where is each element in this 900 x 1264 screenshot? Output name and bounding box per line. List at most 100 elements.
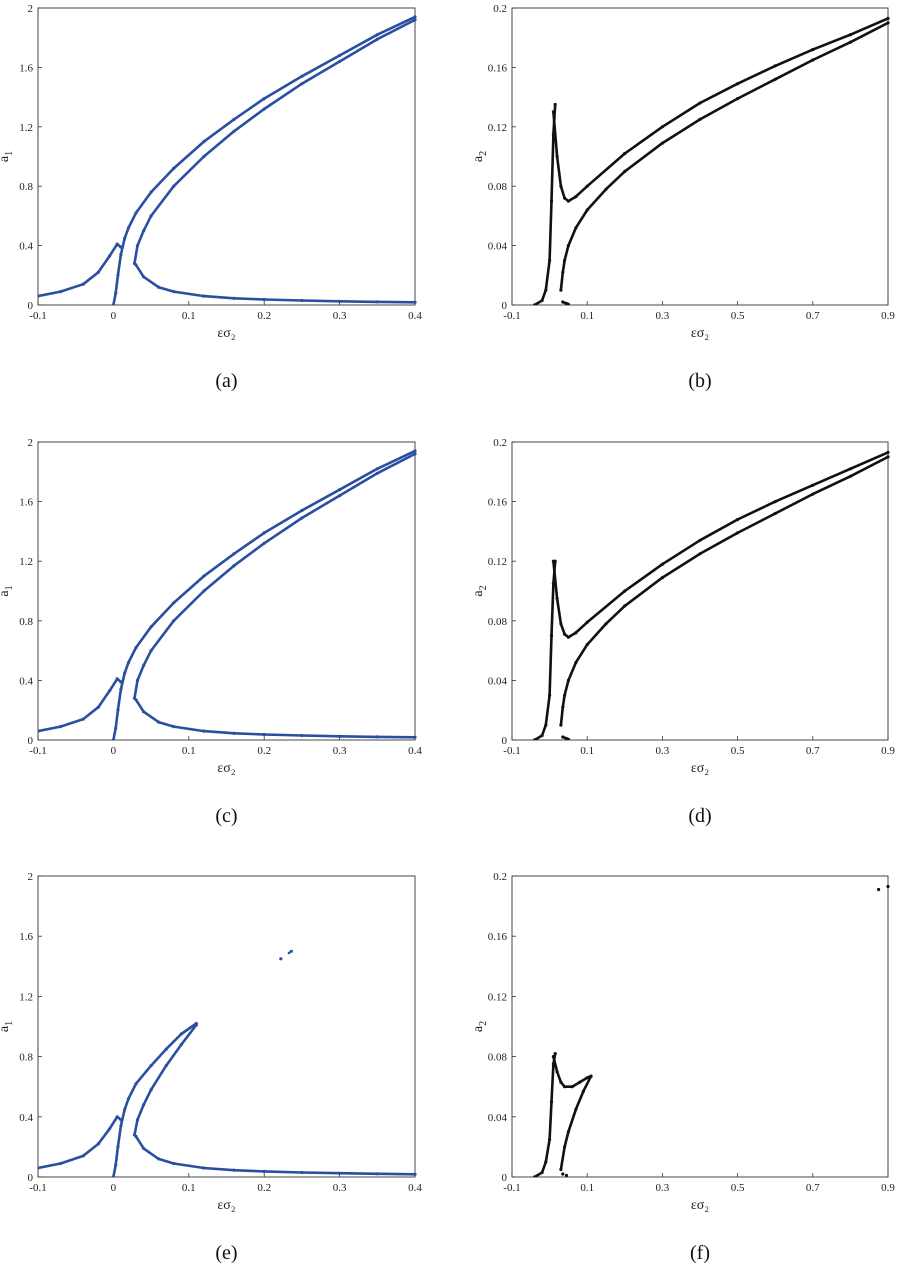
data-point (555, 154, 559, 159)
data-point (172, 619, 176, 623)
y-tick-label: 0.16 (488, 497, 508, 509)
data-point (179, 1032, 183, 1036)
data-point (563, 196, 567, 200)
plot-frame (37, 7, 416, 306)
x-tick-label: 0.1 (580, 745, 594, 757)
data-point (338, 53, 342, 58)
data-point (544, 723, 548, 727)
y-tick-label: 1.2 (19, 122, 33, 134)
x-tick-label: 0.3 (333, 1182, 347, 1194)
plot-frame (511, 441, 889, 741)
data-point (262, 297, 266, 302)
data-point (848, 33, 853, 37)
data-point (202, 140, 206, 144)
y-tick-label: 2 (28, 3, 34, 15)
data-point (544, 288, 548, 292)
data-point (262, 732, 266, 737)
data-series-2 (559, 1074, 593, 1171)
data-point (116, 1145, 120, 1149)
data-point (736, 82, 740, 86)
data-point (559, 1167, 563, 1172)
y-tick-label: 1.6 (19, 497, 33, 509)
y-axis-label-subscript: 2 (478, 1021, 489, 1026)
data-point (574, 1107, 578, 1111)
x-tick-label: 0.5 (731, 1182, 745, 1194)
data-point (413, 735, 417, 739)
data-point (338, 734, 342, 738)
y-axis-label: a2 (471, 585, 489, 596)
y-tick-label: 1.2 (19, 991, 33, 1003)
panel-label: (f) (690, 1242, 710, 1264)
data-point (566, 737, 570, 740)
data-point (559, 723, 563, 727)
data-point (134, 646, 138, 650)
y-tick-label: 0 (502, 1172, 508, 1184)
data-point (848, 467, 853, 471)
y-tick-label: 0.12 (488, 122, 507, 134)
data-point (660, 125, 665, 129)
data-point (848, 40, 853, 44)
data-point (135, 678, 140, 683)
data-point (202, 589, 206, 593)
data-point (570, 1085, 574, 1089)
y-axis-label: a2 (471, 151, 489, 162)
y-tick-label: 2 (28, 871, 34, 883)
y-tick-label: 0.4 (19, 1112, 33, 1124)
data-series-0 (38, 1115, 123, 1170)
y-axis-label: a1 (0, 151, 15, 162)
data-point (559, 184, 563, 188)
series-group (533, 16, 890, 305)
x-tick-label: 0.3 (656, 745, 670, 757)
y-tick-label: 0 (28, 300, 34, 312)
data-point (142, 710, 146, 714)
x-tick-label: 0.9 (881, 310, 895, 322)
data-series-2 (133, 18, 417, 265)
y-tick-label: 0.8 (19, 616, 33, 628)
series-group (533, 884, 890, 1177)
data-point (540, 1170, 544, 1175)
data-point (563, 1145, 567, 1149)
data-point (574, 195, 578, 199)
data-series-0 (533, 559, 557, 740)
data-point (773, 511, 777, 516)
data-point (126, 226, 131, 230)
plot-frame (37, 441, 416, 741)
data-point (563, 632, 567, 636)
y-tick-label: 0.12 (488, 556, 507, 568)
data-point (289, 949, 293, 953)
x-axis-label: εσ₂ (217, 761, 235, 776)
y-axis-label-main: a (0, 1025, 12, 1032)
data-point (375, 471, 379, 475)
data-point (413, 15, 417, 19)
x-tick-label: 0.2 (257, 310, 271, 322)
data-point (886, 455, 890, 459)
data-point (773, 77, 777, 81)
y-tick-label: 0.4 (19, 675, 33, 687)
data-point (115, 677, 119, 681)
data-point (202, 574, 206, 578)
data-point (172, 184, 176, 188)
chart-panel-d: -0.1 0.1 0.3 0.5 0.7 0.9 0 0.04 0.08 0.12 0.16 0.2 ε… (471, 437, 895, 827)
data-point (566, 199, 571, 203)
data-point (142, 1146, 146, 1150)
x-tick-label: 0.4 (408, 310, 422, 322)
panel-label: (d) (688, 805, 711, 827)
data-point (736, 531, 740, 535)
data-point (300, 1170, 304, 1175)
x-axis-label: εσ₂ (217, 326, 235, 341)
panel-label: (b) (688, 370, 711, 392)
data-point (548, 693, 552, 697)
data-point (262, 1169, 266, 1173)
data-point (549, 634, 554, 638)
y-tick-label: 0.2 (493, 871, 507, 883)
data-point (574, 660, 578, 665)
x-axis-label: εσ₂ (691, 761, 709, 776)
data-point (279, 957, 283, 961)
data-series-0 (38, 242, 123, 298)
data-point (413, 452, 417, 456)
data-point (172, 725, 176, 729)
x-tick-label: -0.1 (503, 1182, 520, 1194)
data-point (551, 582, 556, 586)
x-tick-label: 0 (111, 310, 117, 322)
